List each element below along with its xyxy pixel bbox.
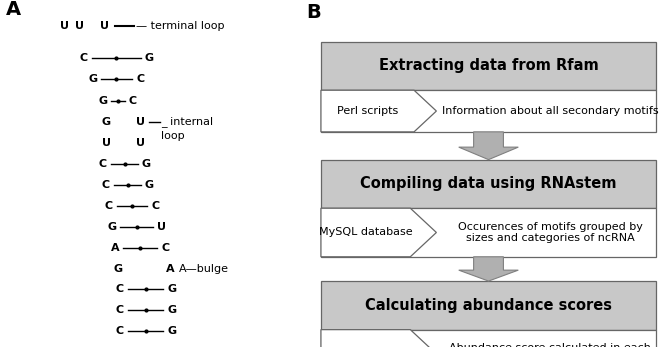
Text: C: C bbox=[115, 305, 123, 315]
Text: loop: loop bbox=[161, 131, 185, 141]
Text: G: G bbox=[167, 283, 176, 294]
Polygon shape bbox=[321, 330, 436, 347]
Text: U: U bbox=[74, 21, 84, 31]
Text: C: C bbox=[105, 201, 113, 211]
Text: Abundance score calculated in each
category.: Abundance score calculated in each categ… bbox=[449, 343, 651, 347]
Polygon shape bbox=[459, 257, 518, 281]
Text: G: G bbox=[145, 53, 154, 64]
Text: G: G bbox=[167, 305, 176, 315]
Text: G: G bbox=[99, 95, 107, 105]
Text: C: C bbox=[102, 180, 110, 190]
Text: G: G bbox=[145, 180, 154, 190]
Text: G: G bbox=[101, 117, 111, 127]
Text: Information about all secondary motifs: Information about all secondary motifs bbox=[442, 106, 658, 116]
Text: C: C bbox=[115, 326, 123, 336]
Text: C: C bbox=[80, 53, 88, 64]
Polygon shape bbox=[321, 90, 436, 132]
Polygon shape bbox=[459, 132, 518, 160]
Text: U: U bbox=[100, 21, 109, 31]
Polygon shape bbox=[321, 208, 436, 257]
Text: A—bulge: A—bulge bbox=[179, 264, 229, 274]
FancyBboxPatch shape bbox=[321, 208, 656, 257]
Text: C: C bbox=[115, 283, 123, 294]
FancyBboxPatch shape bbox=[321, 42, 656, 90]
Text: B: B bbox=[306, 3, 321, 23]
Text: G: G bbox=[113, 264, 123, 274]
Text: A: A bbox=[111, 243, 119, 253]
Text: G: G bbox=[107, 222, 117, 232]
Text: Compiling data using RNAstem: Compiling data using RNAstem bbox=[360, 176, 617, 192]
Text: Calculating abundance scores: Calculating abundance scores bbox=[365, 298, 612, 313]
Text: U: U bbox=[60, 21, 68, 31]
Text: U: U bbox=[136, 138, 145, 148]
Text: C: C bbox=[151, 201, 159, 211]
Text: C: C bbox=[136, 75, 144, 84]
Text: MySQL database: MySQL database bbox=[319, 228, 413, 237]
Text: A: A bbox=[166, 264, 174, 274]
Text: Extracting data from Rfam: Extracting data from Rfam bbox=[378, 58, 599, 74]
Text: A: A bbox=[6, 0, 21, 19]
Text: U: U bbox=[101, 138, 111, 148]
Text: Perl scripts: Perl scripts bbox=[337, 106, 398, 116]
Text: C: C bbox=[129, 95, 137, 105]
FancyBboxPatch shape bbox=[321, 90, 656, 132]
Text: G: G bbox=[142, 159, 151, 169]
FancyBboxPatch shape bbox=[321, 160, 656, 208]
Text: Occurences of motifs grouped by
sizes and categories of ncRNA: Occurences of motifs grouped by sizes an… bbox=[458, 222, 642, 243]
FancyBboxPatch shape bbox=[321, 281, 656, 330]
Text: G: G bbox=[167, 326, 176, 336]
Text: _ internal: _ internal bbox=[161, 116, 213, 127]
Text: U: U bbox=[157, 222, 166, 232]
Text: — terminal loop: — terminal loop bbox=[136, 21, 224, 31]
FancyBboxPatch shape bbox=[321, 330, 656, 347]
Text: G: G bbox=[88, 75, 97, 84]
Text: U: U bbox=[136, 117, 145, 127]
Text: C: C bbox=[99, 159, 107, 169]
Text: C: C bbox=[162, 243, 170, 253]
